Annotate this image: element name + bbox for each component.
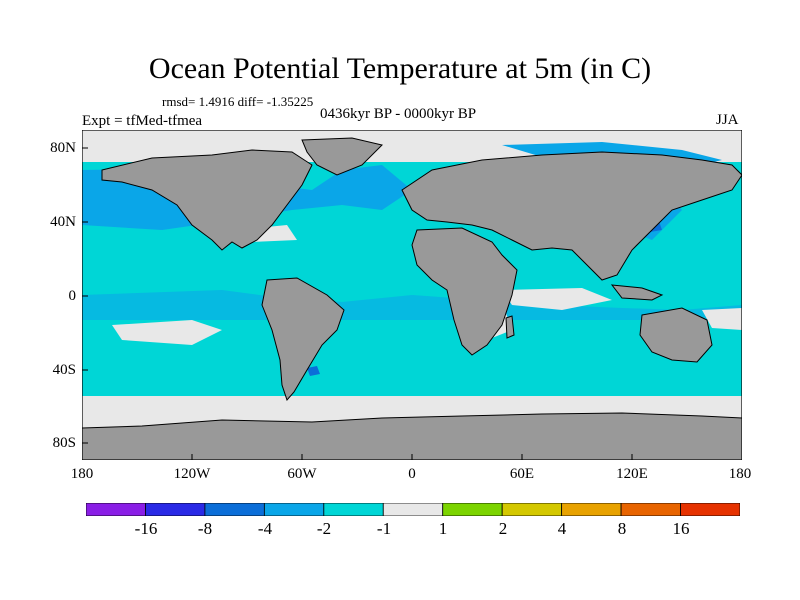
colorbar-segment-3 [263, 503, 325, 516]
colorbar-segment-0 [86, 503, 146, 516]
colorbar-label-8: 8 [617, 519, 627, 538]
experiment-label: Expt = tfMed-tfmea [82, 113, 203, 129]
lat-label-0: 0 [68, 288, 77, 304]
colorbar-label-1: -8 [197, 519, 213, 538]
colorbar-label-4: -1 [376, 519, 392, 538]
colorbar-segment-1 [145, 503, 206, 516]
land-masses [82, 137, 742, 460]
period-label: 0436kyr BP - 0000kyr BP [320, 106, 477, 122]
lat-label-80n: 80N [50, 140, 76, 156]
lon-label-60e: 60E [509, 466, 535, 482]
season-label: JJA [716, 112, 739, 128]
lon-label-0: 0 [408, 466, 416, 482]
plot-title: Ocean Potential Temperature at 5m (in C) [148, 52, 652, 85]
lon-label-120w: 120W [173, 466, 211, 482]
colorbar-label-7: 4 [557, 519, 567, 538]
colorbar-label-2: -4 [257, 519, 273, 538]
colorbar-label-3: -2 [316, 519, 332, 538]
colorbar-segment-4 [323, 503, 384, 516]
lon-label-120e: 120E [616, 466, 648, 482]
world-map [82, 130, 742, 460]
colorbar-segment-6 [442, 503, 503, 516]
colorbar-segment-5 [382, 503, 444, 516]
lat-label-40n: 40N [50, 214, 76, 230]
lon-label-180e: 180 [728, 466, 752, 482]
colorbar-label-0: -16 [134, 519, 158, 538]
map-ticks [82, 147, 633, 460]
colorbar-segment-8 [561, 503, 622, 516]
stats-text: rmsd= 1.4916 diff= -1.35225 [162, 94, 314, 109]
colorbar-segment-7 [501, 503, 563, 516]
lat-label-80s: 80S [52, 435, 76, 451]
lon-label-180w: 180 [70, 466, 94, 482]
lon-label-60w: 60W [287, 466, 317, 482]
colorbar-segment-9 [620, 503, 681, 516]
colorbar [86, 503, 740, 516]
colorbar-label-6: 2 [498, 519, 508, 538]
colorbar-label-9: 16 [672, 519, 690, 538]
lat-label-40s: 40S [52, 362, 76, 378]
colorbar-segment-10 [680, 503, 740, 516]
colorbar-label-5: 1 [438, 519, 448, 538]
colorbar-segment-2 [204, 503, 265, 516]
